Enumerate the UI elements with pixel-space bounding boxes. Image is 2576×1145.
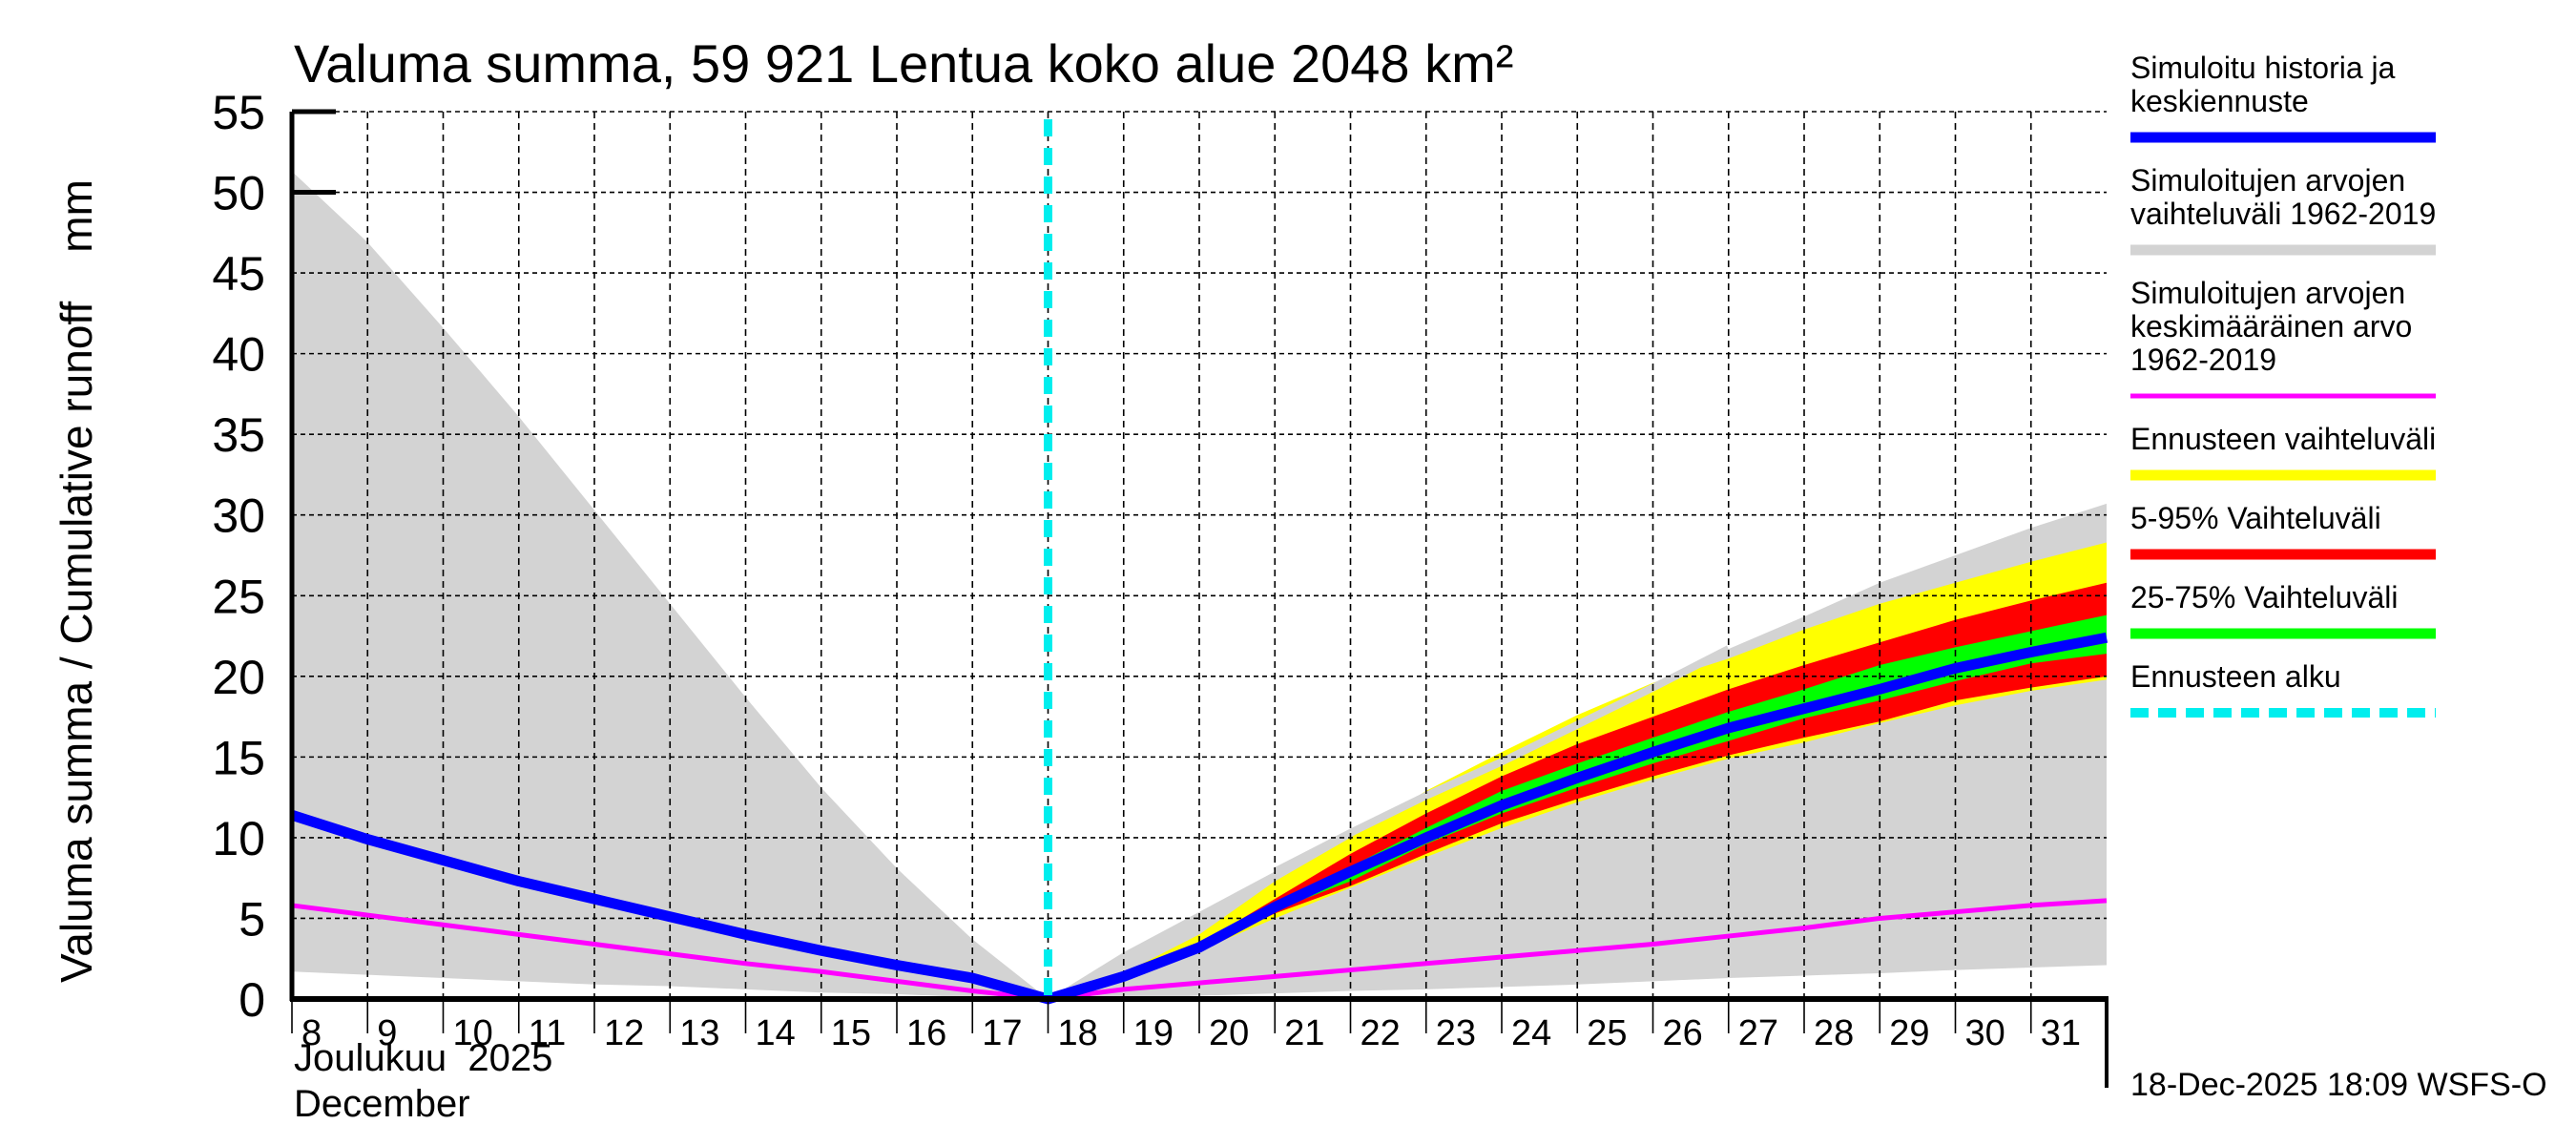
y-tick-label: 0 bbox=[239, 973, 265, 1027]
axes-layer bbox=[289, 109, 2109, 1088]
x-tick-label: 13 bbox=[679, 1013, 719, 1053]
x-tick-label: 17 bbox=[982, 1013, 1022, 1053]
legend-forecast-start: Ennusteen alku bbox=[2130, 659, 2436, 718]
x-tick-label: 10 bbox=[453, 1013, 493, 1053]
legend-p5-95: 5-95% Vaihteluväli bbox=[2130, 501, 2436, 560]
y-tick-label: 20 bbox=[212, 651, 265, 704]
y-tick-label: 5 bbox=[239, 892, 265, 946]
y-tick-label: 35 bbox=[212, 408, 265, 462]
legend-label: keskimääräinen arvo bbox=[2130, 309, 2412, 344]
legend-label: 5-95% Vaihteluväli bbox=[2130, 501, 2381, 535]
x-tick-label: 27 bbox=[1738, 1013, 1778, 1053]
x-tick-label: 29 bbox=[1889, 1013, 1929, 1053]
line-hist_mean bbox=[291, 898, 2108, 1002]
x-tick-label: 11 bbox=[529, 1013, 566, 1053]
y-tick-label: 50 bbox=[212, 167, 265, 220]
chart-title: Valuma summa, 59 921 Lentua koko alue 20… bbox=[294, 33, 1513, 94]
x-tick-label: 28 bbox=[1814, 1013, 1854, 1053]
y-tick-label: 15 bbox=[212, 731, 265, 784]
legend-label: 25-75% Vaihteluväli bbox=[2130, 580, 2398, 614]
x-tick-label: 15 bbox=[831, 1013, 871, 1053]
x-tick-label: 20 bbox=[1209, 1013, 1249, 1053]
x-tick-label: 19 bbox=[1133, 1013, 1174, 1053]
x-tick-label: 30 bbox=[1965, 1013, 2005, 1053]
x-tick-label: 21 bbox=[1284, 1013, 1324, 1053]
legend-p25-75: 25-75% Vaihteluväli bbox=[2130, 580, 2436, 639]
x-tick-label: 16 bbox=[906, 1013, 946, 1053]
legend-label: vaihteluväli 1962-2019 bbox=[2130, 197, 2436, 231]
y-axis-label: Valuma summa / Cumulative runoff mm bbox=[52, 179, 101, 983]
legend-label: Simuloitu historia ja bbox=[2130, 51, 2396, 85]
timestamp-footer: 18-Dec-2025 18:09 WSFS-O bbox=[2130, 1067, 2547, 1103]
x-tick-label: 8 bbox=[301, 1013, 322, 1053]
x-tick-label: 18 bbox=[1058, 1013, 1098, 1053]
y-tick-label: 30 bbox=[212, 489, 265, 543]
y-tick-label: 10 bbox=[212, 812, 265, 865]
x-axis-month-label: Joulukuu 2025 bbox=[294, 1037, 552, 1079]
tick-labels-layer: 0 5 10 15 20 25 30 35 40 45 50 55 8 9 10 11 12 13 14 15 16 17… bbox=[212, 86, 2081, 1053]
y-tick-label: 40 bbox=[212, 328, 265, 382]
line-history_mean bbox=[290, 632, 2109, 1005]
legend-label: Ennusteen alku bbox=[2130, 659, 2341, 694]
lines-layer bbox=[290, 119, 2109, 1005]
x-tick-label: 14 bbox=[756, 1013, 796, 1053]
y-tick-label: 25 bbox=[212, 570, 265, 623]
x-axis-month-label-en: December bbox=[294, 1083, 470, 1125]
x-tick-label: 12 bbox=[604, 1013, 644, 1053]
x-tick-label: 22 bbox=[1361, 1013, 1401, 1053]
legend-label: 1962-2019 bbox=[2130, 343, 2276, 377]
legend: Simuloitu historia jakeskiennusteSimuloi… bbox=[2130, 51, 2436, 718]
x-tick-label: 9 bbox=[377, 1013, 397, 1053]
x-tick-label: 25 bbox=[1587, 1013, 1627, 1053]
legend-label: Simuloitujen arvojen bbox=[2130, 163, 2405, 198]
x-tick-label: 23 bbox=[1436, 1013, 1476, 1053]
legend-label: Ennusteen vaihteluväli bbox=[2130, 422, 2436, 456]
legend-forecast-range: Ennusteen vaihteluväli bbox=[2130, 422, 2436, 481]
y-tick-label: 45 bbox=[212, 247, 265, 301]
legend-label: keskiennuste bbox=[2130, 84, 2309, 118]
x-tick-label: 31 bbox=[2041, 1013, 2081, 1053]
x-tick-label: 24 bbox=[1511, 1013, 1551, 1053]
grid-layer bbox=[292, 111, 2107, 999]
y-tick-label: 55 bbox=[212, 86, 265, 139]
x-tick-label: 26 bbox=[1663, 1013, 1703, 1053]
legend-label: Simuloitujen arvojen bbox=[2130, 276, 2405, 310]
